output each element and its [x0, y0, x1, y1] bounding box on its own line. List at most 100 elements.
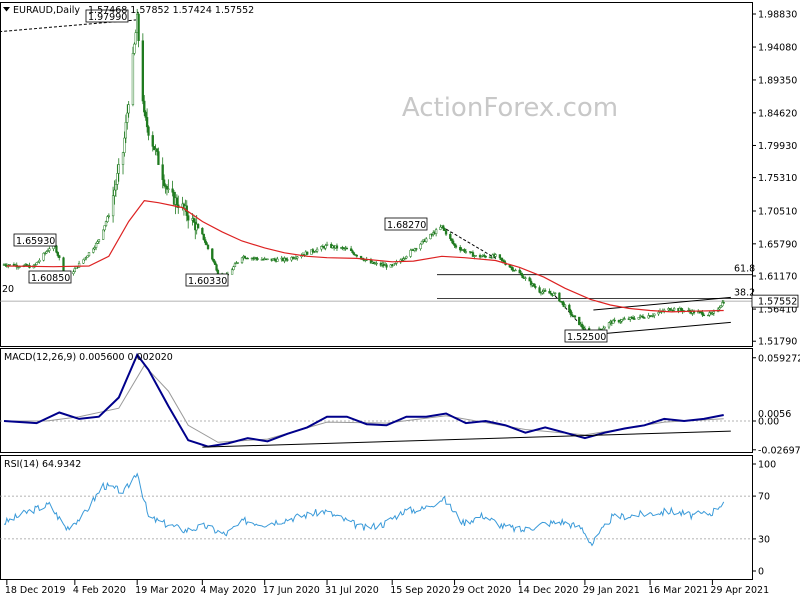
candle-body — [276, 258, 279, 262]
candle-body — [243, 256, 247, 259]
candle-body — [45, 251, 48, 254]
candle-body — [619, 321, 622, 323]
current-price-label: 1.57552 — [758, 297, 797, 308]
candle-body — [85, 256, 88, 259]
candle-body — [73, 268, 76, 272]
candle-body — [351, 250, 354, 253]
candle-body — [653, 313, 656, 316]
rsi-y-tick-label: 30 — [758, 534, 770, 545]
candle-body — [87, 252, 91, 257]
candle-body — [92, 248, 95, 253]
candle-body — [230, 269, 234, 275]
candle-body — [111, 195, 115, 217]
candle-body — [212, 259, 215, 262]
price-annotation-box — [384, 217, 428, 231]
candle-body — [165, 186, 169, 190]
candle-body — [538, 287, 541, 293]
candle-body — [123, 137, 126, 153]
candle-body — [622, 319, 625, 321]
candle-body — [534, 285, 537, 288]
y-tick-label: 1.65790 — [758, 239, 797, 250]
candle-body — [141, 40, 144, 102]
fib-61-8-label: 61.8 — [734, 264, 755, 275]
candle-body — [167, 188, 170, 190]
candle-body — [134, 32, 137, 45]
candle-body — [657, 312, 660, 315]
candle-body — [372, 261, 375, 265]
candle-body — [4, 264, 7, 266]
candle-body — [113, 189, 116, 197]
x-tick-label: 29 Apr 2021 — [710, 585, 769, 596]
candle-body — [144, 111, 147, 118]
candle-body — [94, 243, 98, 248]
candle-body — [117, 164, 120, 174]
candle-body — [562, 302, 565, 307]
current-price-tag — [751, 294, 799, 308]
macd-line — [3, 352, 724, 448]
price-annotation-box — [85, 9, 129, 23]
x-tick-label: 14 Dec 2020 — [518, 585, 579, 596]
ohlc-readout: 1.57468 1.57852 1.57424 1.57552 — [88, 5, 254, 16]
candle-body — [643, 317, 646, 319]
candlesticks — [2, 8, 725, 339]
candle-body — [620, 319, 623, 322]
candle-body — [335, 245, 339, 249]
candle-body — [673, 308, 676, 311]
candle-body — [34, 264, 37, 266]
candle-body — [719, 305, 723, 308]
candle-body — [392, 263, 395, 266]
candle-body — [131, 53, 135, 105]
candle-body — [116, 173, 119, 185]
candle-body — [429, 233, 432, 240]
candle-body — [205, 242, 208, 246]
candle-body — [701, 312, 704, 316]
trend-line — [441, 226, 496, 259]
candle-body — [42, 252, 45, 261]
candle-body — [153, 146, 156, 150]
candle-body — [145, 117, 149, 128]
candle-body — [521, 274, 524, 279]
candle-body — [8, 264, 11, 266]
candle-body — [444, 230, 448, 235]
candle-body — [519, 272, 523, 275]
candle-body — [175, 197, 179, 206]
candle-body — [541, 291, 544, 294]
candle-body — [484, 255, 487, 258]
candle-body — [256, 258, 259, 260]
candle-body — [137, 13, 140, 41]
candle-body — [680, 308, 683, 311]
candle-body — [721, 302, 724, 307]
candle-body — [306, 251, 309, 255]
macd-current-label: 0.0056 — [758, 409, 791, 420]
candle-body — [439, 226, 442, 230]
candle-body — [104, 221, 108, 226]
horizontal-levels: 61.8 38.2 — [0, 264, 755, 302]
candle-body — [393, 263, 397, 265]
watermark: ActionForex.com — [402, 93, 618, 123]
price-annotation-label: 1.65930 — [16, 236, 55, 247]
price-annotation-label: 1.68270 — [387, 220, 426, 231]
candle-body — [171, 188, 174, 193]
candle-body — [246, 257, 249, 260]
candle-body — [55, 245, 58, 253]
price-annotation-label: 1.52500 — [567, 332, 606, 343]
candle-body — [294, 257, 298, 260]
candle-body — [637, 317, 640, 320]
y-tick-label: 1.89350 — [758, 75, 797, 86]
price-annotation-label: 1.97990 — [88, 12, 127, 23]
candle-body — [528, 277, 531, 282]
trend-line — [593, 296, 731, 311]
candle-body — [544, 290, 547, 292]
macd-panel-frame — [0, 348, 753, 453]
candle-body — [315, 248, 319, 252]
candle-body — [284, 258, 288, 260]
x-tick-label: 16 Mar 2021 — [648, 585, 708, 596]
y-tick-label: 1.56410 — [758, 305, 797, 316]
candle-body — [216, 270, 220, 274]
chart-menu-triangle-icon[interactable] — [3, 7, 10, 12]
candle-body — [187, 215, 190, 221]
candle-body — [36, 261, 40, 264]
candle-body — [232, 266, 235, 270]
